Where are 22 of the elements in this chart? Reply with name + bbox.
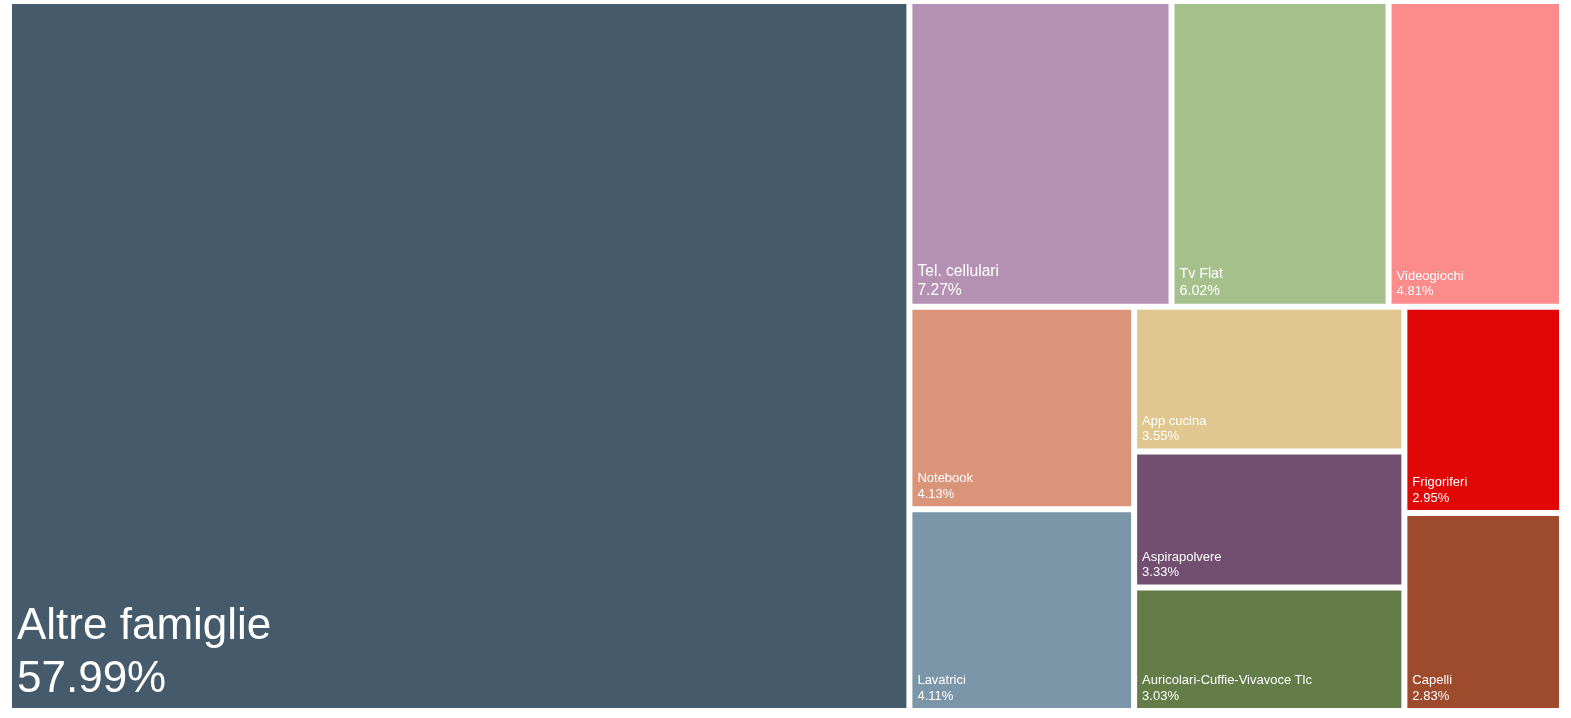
- category-label: Notebook: [917, 470, 974, 486]
- category-label: Tv Flat: [1179, 265, 1224, 282]
- category-label: Capelli: [1412, 672, 1453, 688]
- data-label: 4.13%: [917, 486, 955, 502]
- data-label: 3.55%: [1142, 428, 1180, 444]
- data-label: 4.11%: [917, 687, 954, 703]
- category-label: Videogiochi: [1396, 267, 1464, 283]
- category-label: Frigoriferi: [1412, 474, 1468, 490]
- category-label: App cucina: [1142, 412, 1208, 428]
- data-label: 2.95%: [1412, 489, 1450, 505]
- data-label: 3.03%: [1142, 687, 1180, 703]
- data-label: 6.02%: [1179, 282, 1221, 299]
- data-label: 4.81%: [1396, 283, 1434, 299]
- category-label: Aspirapolvere: [1142, 548, 1222, 564]
- data-label: 7.27%: [917, 280, 962, 298]
- data-label: 3.33%: [1142, 564, 1180, 580]
- category-label: Altre famiglie: [17, 599, 272, 649]
- category-label: Tel. cellulari: [917, 262, 1000, 280]
- category-label: Lavatrici: [917, 672, 966, 688]
- category-label: Auricolari-Cuffie-Vivavoce Tlc: [1142, 672, 1313, 688]
- data-label: 57.99%: [17, 652, 167, 702]
- data-label: 2.83%: [1412, 687, 1450, 703]
